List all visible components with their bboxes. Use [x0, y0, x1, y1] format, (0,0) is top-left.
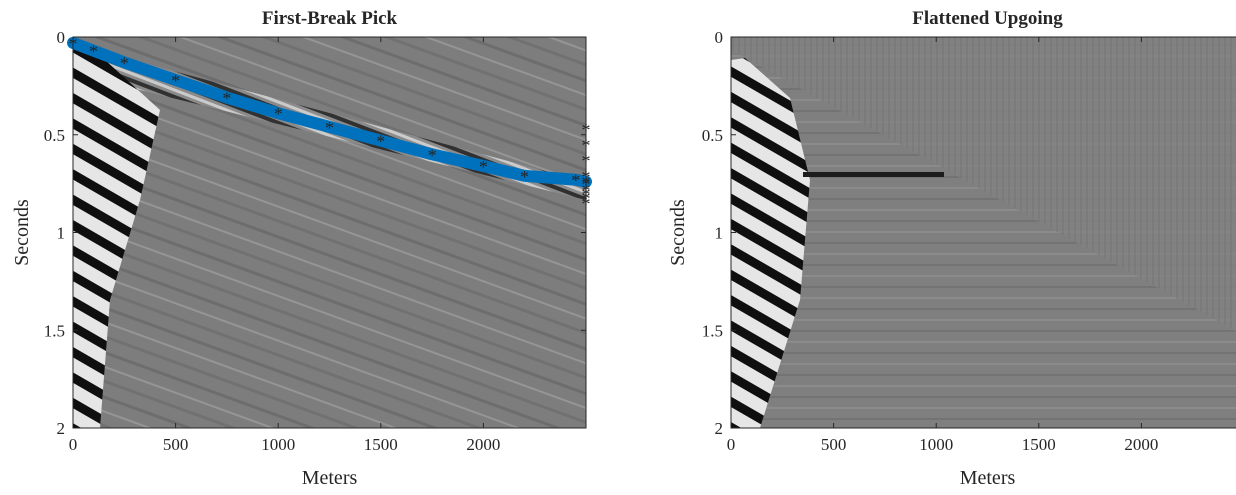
pick-marker: *	[520, 167, 529, 187]
x-tick-label: 500	[821, 435, 847, 454]
x-tick-label: 0	[69, 435, 78, 454]
pick-marker: *	[274, 104, 283, 124]
y-tick-label: 2	[715, 419, 724, 438]
image-background	[73, 37, 586, 428]
x-axis-label: Meters	[960, 467, 1016, 489]
x-tick-label: 2000	[466, 435, 500, 454]
chart-title: First-Break Pick	[262, 8, 398, 29]
pick-marker: *	[376, 132, 385, 152]
ticks: 0 500 1000 1500 2000 0 0.5 1 1.5 2	[702, 28, 1159, 454]
x-tick-label: 2000	[1124, 435, 1158, 454]
pick-marker: *	[428, 145, 437, 165]
x-tick-label: 1500	[1022, 435, 1056, 454]
pick-marker: *	[120, 53, 129, 73]
axes-flattened-upgoing: 0 500 1000 1500 2000 0 0.5 1 1.5 2 Flattened Upgo…	[667, 8, 1236, 489]
y-axis-label: Seconds	[667, 199, 689, 266]
ticks: 0 500 1000 1500 2000 0 0.5 1 1.5 2	[44, 28, 586, 454]
y-tick-label: 1	[715, 224, 724, 243]
y-tick-label: 0	[57, 28, 66, 47]
y-tick-label: 0.5	[44, 126, 65, 145]
y-tick-label: 1.5	[702, 321, 723, 340]
flattened-event	[803, 172, 944, 177]
seismic-image-first-break	[73, 37, 586, 428]
y-tick-label: 2	[57, 419, 66, 438]
pick-marker: *	[571, 171, 580, 191]
pick-marker: *	[171, 71, 180, 91]
y-tick-label: 0	[715, 28, 724, 47]
vertical-trace-zone	[731, 37, 1236, 332]
near-offset-wavelets	[731, 58, 810, 428]
pick-marker: *	[222, 89, 231, 109]
chart-title: Flattened Upgoing	[912, 8, 1063, 29]
axes-first-break-pick: * ********* * * ********** 0 500 1000 1500 20000…	[11, 8, 592, 489]
y-tick-label: 1.5	[44, 321, 65, 340]
x-tick-label: 0	[727, 435, 736, 454]
y-tick-label: 1	[57, 224, 66, 243]
x-axis-label: Meters	[302, 467, 358, 489]
near-offset-wavelets	[73, 42, 160, 428]
x-tick-label: 1000	[261, 435, 295, 454]
y-tick-label: 0.5	[702, 126, 723, 145]
x-tick-label: 500	[163, 435, 189, 454]
seismic-image-flattened	[731, 37, 1236, 428]
y-axis-label: Seconds	[11, 199, 33, 266]
pick-trace-line	[67, 36, 592, 188]
x-tick-label: 1000	[919, 435, 953, 454]
pick-marker: *	[89, 42, 98, 62]
pick-marker: *	[479, 157, 488, 177]
x-tick-label: 1500	[364, 435, 398, 454]
pick-marker: *	[325, 118, 334, 138]
